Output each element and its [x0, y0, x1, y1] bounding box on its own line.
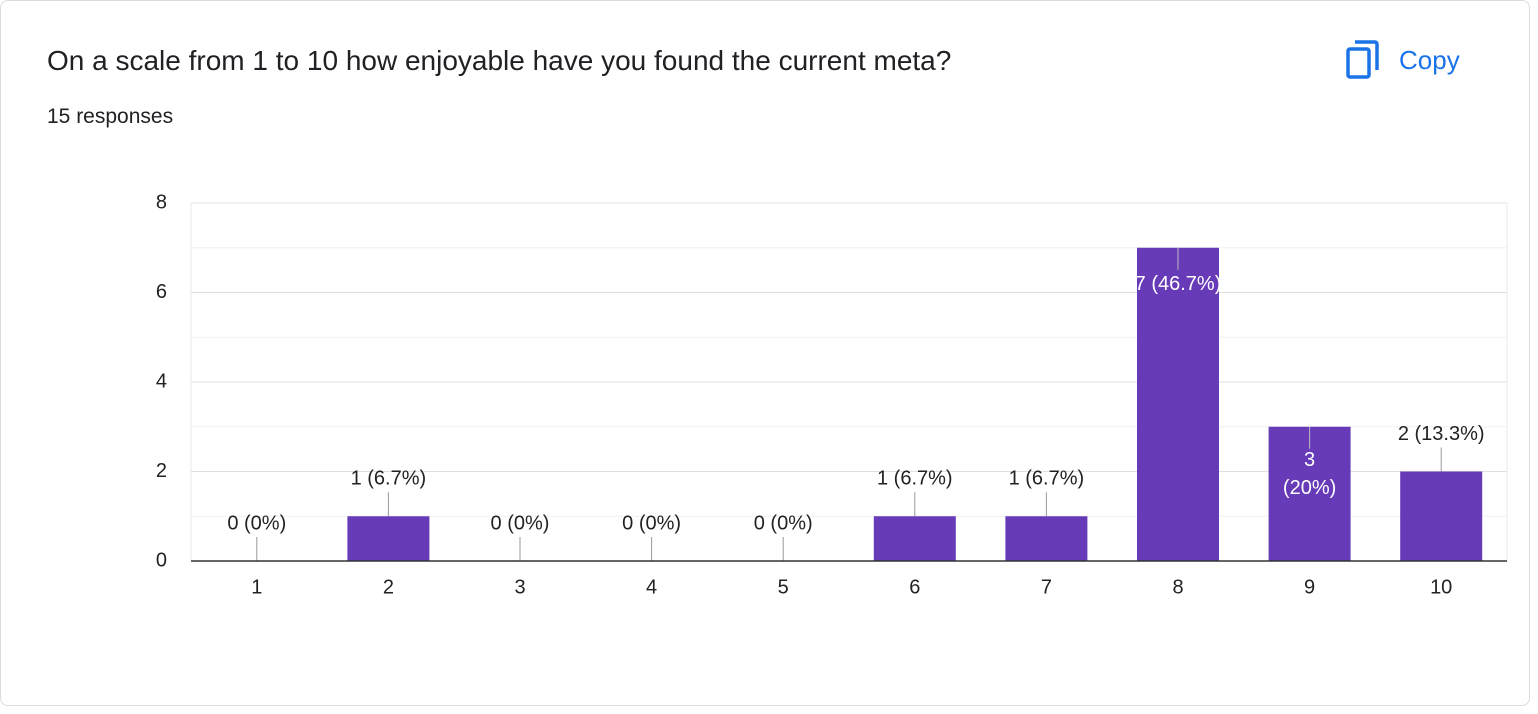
y-tick-label: 6	[156, 281, 167, 303]
bar	[347, 516, 430, 561]
x-tick-label: 4	[646, 576, 657, 598]
y-tick-label: 4	[156, 370, 167, 392]
copy-button[interactable]: Copy	[1345, 37, 1460, 83]
x-tick-label: 1	[251, 576, 262, 598]
bar	[1005, 516, 1088, 561]
chart-title: On a scale from 1 to 10 how enjoyable ha…	[47, 45, 952, 76]
value-label: 2 (13.3%)	[1398, 423, 1485, 445]
y-tick-label: 0	[156, 549, 167, 571]
bar	[1268, 426, 1351, 561]
x-tick-label: 3	[514, 576, 525, 598]
x-tick-label: 6	[909, 576, 920, 598]
x-tick-label: 5	[778, 576, 789, 598]
value-label: 0 (0%)	[622, 512, 681, 534]
x-tick-label: 10	[1430, 576, 1452, 598]
y-tick-label: 2	[156, 460, 167, 482]
value-label: 1 (6.7%)	[877, 468, 953, 490]
x-tick-label: 7	[1041, 576, 1052, 598]
x-tick-label: 9	[1304, 576, 1315, 598]
value-label: 0 (0%)	[227, 512, 286, 534]
value-label: 3 (20%)	[1283, 449, 1336, 499]
bar	[1137, 247, 1219, 561]
response-count: 15 responses	[47, 105, 174, 128]
y-tick-label: 8	[156, 191, 167, 213]
value-label: 7 (46.7%)	[1135, 273, 1222, 295]
value-label: 1 (6.7%)	[351, 468, 427, 490]
x-tick-label: 2	[383, 576, 394, 598]
bar	[1400, 471, 1483, 561]
value-label: 0 (0%)	[491, 512, 550, 534]
copy-label: Copy	[1399, 44, 1460, 75]
copy-icon	[1346, 40, 1379, 79]
x-tick-label: 8	[1172, 576, 1183, 598]
value-label: 1 (6.7%)	[1009, 468, 1085, 490]
bar	[873, 516, 956, 561]
value-label: 0 (0%)	[754, 512, 813, 534]
